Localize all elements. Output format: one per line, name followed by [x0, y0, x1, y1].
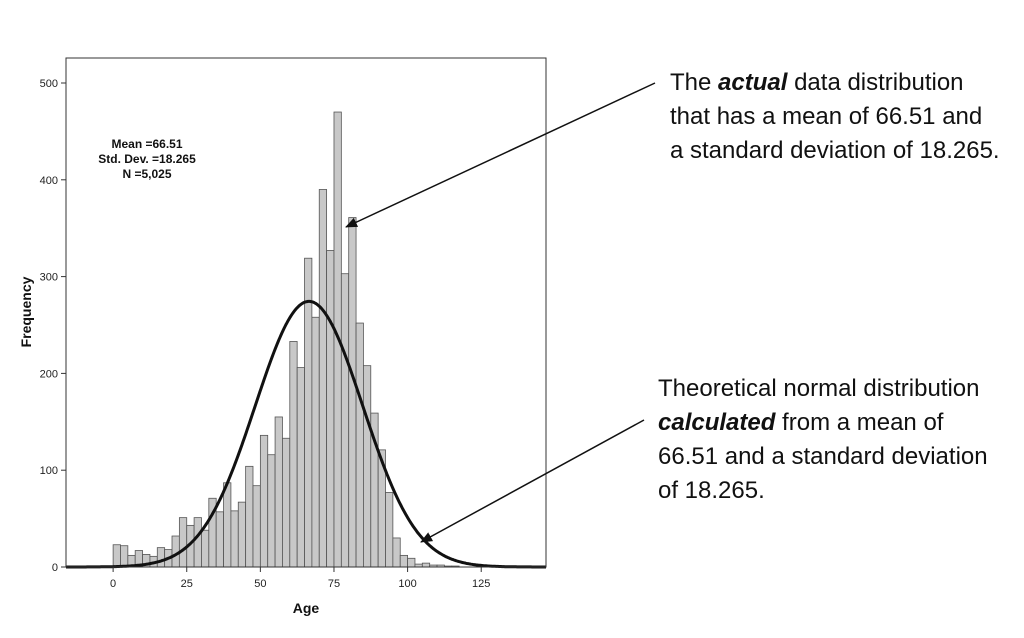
- y-tick-label: 500: [40, 78, 58, 90]
- histogram-bar: [421, 562, 431, 568]
- histogram-bar: [355, 322, 364, 568]
- histogram-bar: [407, 557, 416, 568]
- stats-box: Mean =66.51 Std. Dev. =18.265 N =5,025: [98, 137, 196, 181]
- y-tick-label: 400: [40, 175, 58, 187]
- plot-frame: [65, 57, 547, 568]
- histogram-bar: [304, 257, 313, 568]
- stats-n: N =5,025: [122, 167, 171, 181]
- x-tick-label: 125: [472, 578, 490, 590]
- histogram-bar: [318, 189, 328, 568]
- y-tick-label: 100: [40, 465, 58, 477]
- annotation-theoretical-distribution: Theoretical normal distribution calculat…: [658, 372, 1008, 508]
- histogram-bar: [215, 511, 224, 568]
- arrow-to-actual: [345, 82, 656, 228]
- histogram-bar: [311, 316, 320, 568]
- x-axis-title: Age: [293, 600, 320, 616]
- histogram-bar: [237, 501, 247, 568]
- y-tick-label: 200: [40, 368, 58, 380]
- histogram-bar: [156, 547, 166, 568]
- y-axis-title: Frequency: [18, 276, 34, 347]
- histogram-bar: [267, 454, 276, 568]
- x-tick-label: 75: [328, 578, 340, 590]
- histogram-bar: [296, 367, 305, 568]
- histogram-bar: [399, 554, 408, 568]
- annotation-theory-part-3: from a mean of 66.51 and a standard devi…: [658, 409, 988, 504]
- histogram-bar: [274, 416, 283, 568]
- annotation-theory-emphasis: calculated: [658, 409, 776, 436]
- histogram-bar: [385, 492, 394, 568]
- x-tick-label: 25: [181, 578, 193, 590]
- annotation-actual-distribution: The actual data distribution that has a …: [670, 66, 1000, 168]
- x-tick-label: 0: [110, 578, 116, 590]
- stats-std-dev: Std. Dev. =18.265: [98, 152, 196, 166]
- annotation-theory-part-1: Theoretical normal distribution: [658, 375, 980, 402]
- histogram-bar: [259, 434, 269, 568]
- histogram-bar: [282, 437, 291, 568]
- histogram-bar: [120, 545, 129, 568]
- histogram-bar: [363, 365, 372, 568]
- histogram-bar: [201, 529, 210, 568]
- histogram-bar: [392, 537, 401, 568]
- histogram-bar: [348, 217, 357, 568]
- x-tick-label: 100: [398, 578, 416, 590]
- histogram-bar: [223, 482, 232, 568]
- bars-layer: [112, 111, 460, 568]
- histogram-bar: [289, 341, 298, 568]
- histogram-bar: [112, 544, 121, 568]
- annotation-actual-emphasis: actual: [718, 69, 788, 96]
- histogram-bar: [245, 465, 254, 568]
- stats-mean: Mean =66.51: [111, 137, 182, 151]
- histogram-bar: [178, 517, 188, 568]
- histogram-bar: [252, 485, 261, 568]
- histogram-bar: [193, 517, 202, 568]
- histogram-bar: [340, 273, 350, 568]
- y-tick-label: 300: [40, 272, 58, 284]
- histogram-bar: [230, 510, 239, 568]
- histogram-bar: [326, 250, 335, 568]
- x-tick-label: 50: [254, 578, 266, 590]
- arrow-to-theoretical: [420, 419, 645, 543]
- y-tick-label: 0: [52, 562, 58, 574]
- normal-curve: [66, 299, 546, 569]
- axes-layer: 0 25 50 75 100 125 0 100 200 300 400 500: [40, 78, 491, 590]
- annotation-actual-part-3: data distribution that has a mean of 66.…: [670, 69, 1000, 164]
- annotation-actual-part-1: The: [670, 69, 719, 96]
- curve-layer: [66, 299, 546, 569]
